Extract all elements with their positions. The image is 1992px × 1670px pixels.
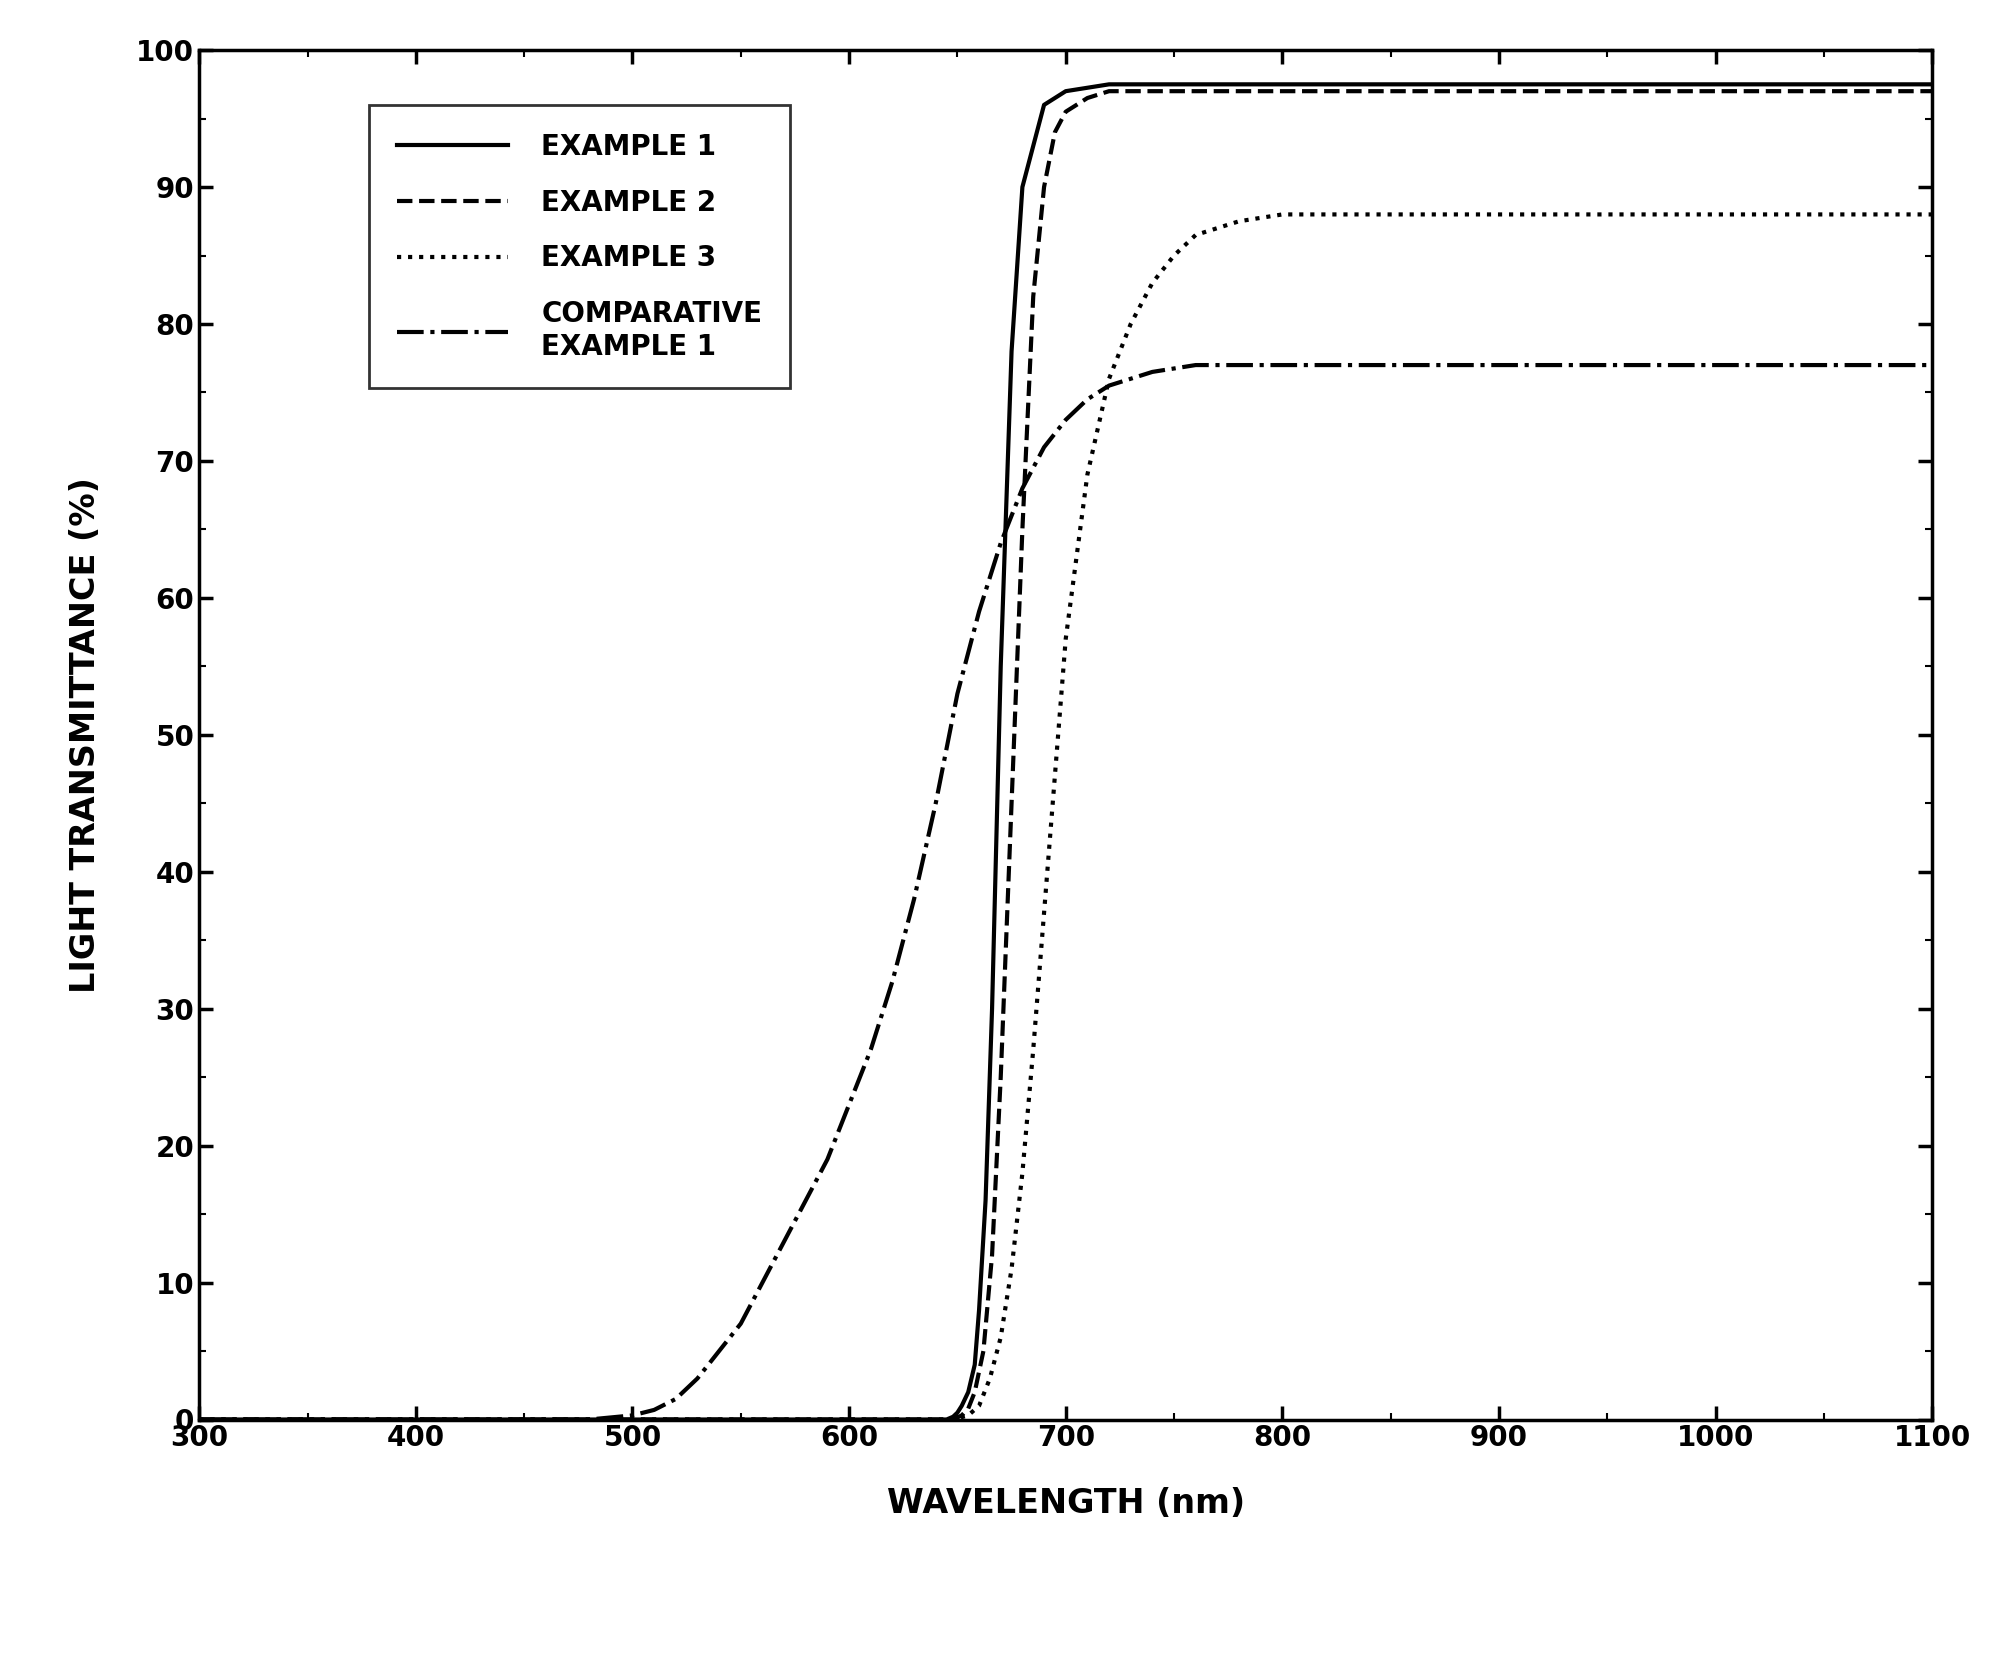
Y-axis label: LIGHT TRANSMITTANCE (%): LIGHT TRANSMITTANCE (%): [68, 478, 102, 992]
X-axis label: WAVELENGTH (nm): WAVELENGTH (nm): [886, 1486, 1245, 1520]
Legend: EXAMPLE 1, EXAMPLE 2, EXAMPLE 3, COMPARATIVE
EXAMPLE 1: EXAMPLE 1, EXAMPLE 2, EXAMPLE 3, COMPARA…: [369, 105, 791, 389]
